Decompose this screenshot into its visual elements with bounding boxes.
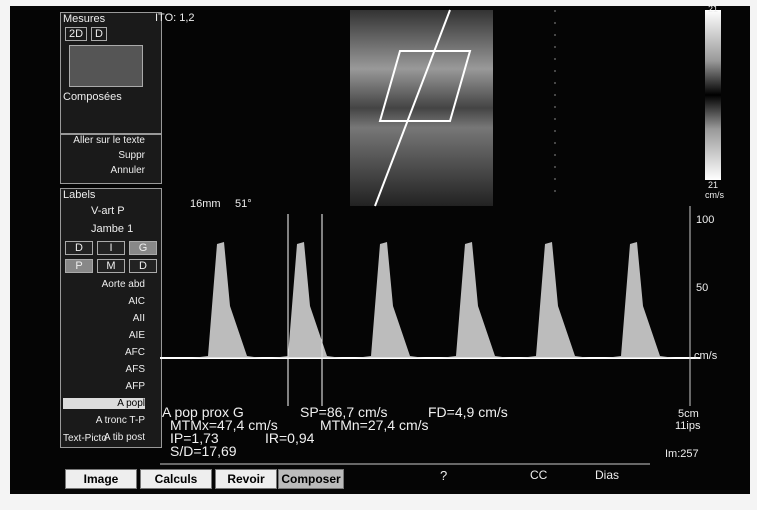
toolbar-button[interactable]: Image — [65, 469, 137, 489]
fd: FD=4,9 cm/s — [428, 404, 508, 420]
depth: 5cm — [678, 408, 699, 420]
mtmn: MTMn=27,4 cm/s — [320, 417, 429, 433]
doppler-peak — [440, 242, 510, 358]
screen: Mesures 2D D Composées Aller sur le text… — [10, 6, 750, 494]
doppler-peak — [272, 242, 342, 358]
page: Mesures 2D D Composées Aller sur le text… — [0, 0, 757, 510]
dias[interactable]: Dias — [595, 468, 619, 482]
ir: IR=0,94 — [265, 430, 314, 446]
scale-tick: 50 — [696, 282, 708, 294]
color-bottom: 21 — [708, 180, 718, 190]
doppler-peak — [355, 242, 425, 358]
color-bar — [705, 10, 721, 180]
toolbar-button[interactable]: Revoir — [215, 469, 277, 489]
toolbar-button[interactable]: Composer — [278, 469, 344, 489]
doppler-peak — [192, 242, 262, 358]
help[interactable]: ? — [440, 468, 447, 483]
cc[interactable]: CC — [530, 468, 547, 482]
doppler-peak — [605, 242, 675, 358]
speed: 11ips — [675, 420, 700, 432]
scale-unit: cm/s — [694, 350, 717, 362]
beam-line — [375, 10, 450, 206]
sample-box — [380, 51, 470, 121]
color-unit: cm/s — [705, 190, 724, 200]
scale-tick: 100 — [696, 214, 714, 226]
color-top: 21 — [708, 6, 718, 14]
frame: Im:257 — [665, 448, 699, 460]
sd: S/D=17,69 — [170, 443, 237, 459]
toolbar-button[interactable]: Calculs — [140, 469, 212, 489]
doppler-peak — [520, 242, 590, 358]
